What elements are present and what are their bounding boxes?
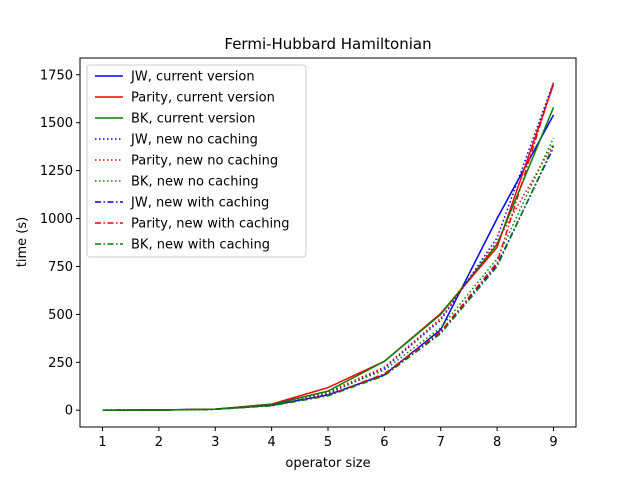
y-tick-label: 1500 [40,116,73,131]
y-tick-label: 1750 [40,68,73,83]
series-line [102,82,555,411]
y-tick-label: 500 [48,308,73,323]
legend-box [86,64,307,258]
y-axis-label: time (s) [15,217,30,267]
legend-entry: BK, new no caching [131,175,259,190]
series-layer [102,82,555,411]
x-tick-label: 3 [211,435,219,450]
legend-entry: JW, new with caching [130,196,269,211]
legend-entry: BK, new with caching [131,238,270,253]
x-axis-label: operator size [285,456,370,471]
legend-entry: Parity, new with caching [131,217,290,232]
y-axis: 0 250 500 750 1000 1250 1500 1750 [40,68,80,419]
legend-entry: JW, new no caching [130,133,258,148]
y-tick-label: 750 [48,260,73,275]
legend-entry: JW, current version [130,70,255,85]
x-tick-label: 9 [549,435,557,450]
legend-entry: BK, current version [131,112,255,127]
chart-title: Fermi-Hubbard Hamiltonian [224,35,431,53]
y-tick-label: 0 [65,404,73,419]
legend-entry: Parity, current version [131,91,275,106]
x-tick-label: 6 [380,435,388,450]
x-tick-label: 7 [437,435,445,450]
y-tick-label: 1250 [40,164,73,179]
y-tick-label: 250 [48,356,73,371]
x-tick-label: 4 [267,435,275,450]
x-tick-label: 5 [324,435,332,450]
x-tick-label: 1 [98,435,106,450]
x-tick-label: 2 [155,435,163,450]
x-axis: 1 2 3 4 5 6 7 8 9 [98,427,558,450]
legend-entry: Parity, new no caching [131,154,278,169]
series-line [102,145,555,411]
y-tick-label: 1000 [40,212,73,227]
x-tick-label: 8 [493,435,501,450]
legend: JW, current version Parity, current versi… [86,64,307,258]
